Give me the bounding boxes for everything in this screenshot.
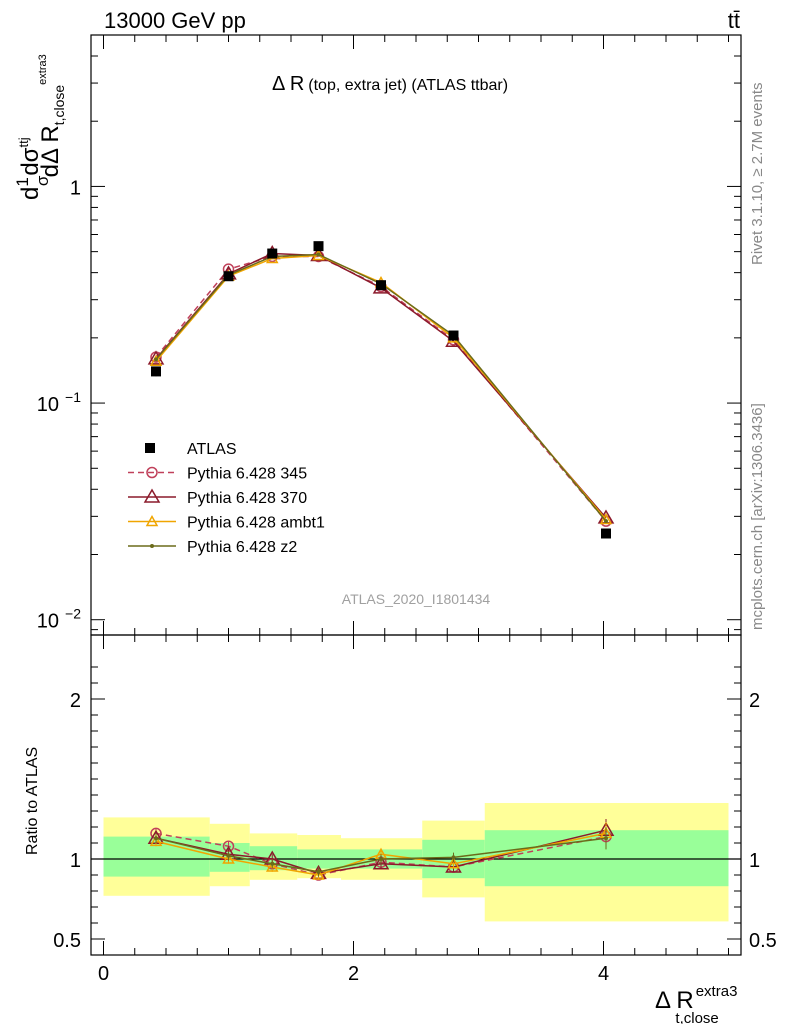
main-ytick-exp-2: −2 <box>65 606 81 622</box>
y-label-frac-den: σ <box>33 175 52 186</box>
y-label-d: d <box>17 187 44 200</box>
main-point-3-6 <box>604 519 608 524</box>
y-label-bottom-sub: t,close <box>51 85 67 126</box>
ratio-point-3-0 <box>154 836 158 841</box>
y-label-bottom: dΔ R <box>37 125 64 177</box>
main-panel-content <box>147 241 615 539</box>
ratio-point-3-1 <box>226 853 231 858</box>
ratio-axis-label: Ratio to ATLAS <box>24 747 41 855</box>
title-detail: (top, extra jet) (ATLAS ttbar) <box>308 77 508 94</box>
y-label-top: dσ <box>17 147 44 175</box>
ratio-panel-content <box>147 819 615 881</box>
main-ytick-label-1: 10 <box>37 394 59 416</box>
legend-label-3: Pythia 6.428 ambt1 <box>187 515 325 532</box>
legend: ATLAS Pythia 6.428 345 Pythia 6.428 370 Pyt… <box>128 441 325 556</box>
analysis-watermark: ATLAS_2020_I1801434 <box>342 591 491 607</box>
legend-marker-4 <box>150 544 154 548</box>
ratio-point-3-4 <box>379 857 383 861</box>
title-main: Δ R <box>272 73 304 95</box>
xtick-label-0: 0 <box>98 963 109 985</box>
legend-label-0: ATLAS <box>187 441 237 458</box>
ratio-point-3-3 <box>316 869 321 874</box>
data-point-1 <box>223 271 234 282</box>
ratio-point-2-3 <box>312 868 325 880</box>
data-point-2 <box>267 248 278 259</box>
xtick-label-1: 2 <box>348 963 359 985</box>
ratio-point-2-1 <box>222 852 235 864</box>
ratio-point-3-5 <box>451 855 456 860</box>
mcplots-label: mcplots.cern.ch [arXiv:1306.3436] <box>749 403 766 630</box>
y-label-bottom-sup: extra3 <box>37 54 49 85</box>
ratio-ytick-label-left-1: 1 <box>70 850 81 872</box>
legend-marker-2 <box>143 488 161 503</box>
legend-label-1: Pythia 6.428 345 <box>187 466 307 483</box>
main-point-3-0 <box>154 357 158 362</box>
main-ytick-exp-1: −1 <box>65 389 81 405</box>
legend-marker-3 <box>145 514 159 527</box>
xtick-label-2: 4 <box>598 963 609 985</box>
x-label-main: Δ R <box>655 987 694 1014</box>
x-label-sub: t,close <box>675 1010 718 1024</box>
legend-marker-1 <box>146 466 158 479</box>
header-right: tt̄ <box>728 8 740 33</box>
ratio-point-3-2 <box>270 861 275 866</box>
ratio-ytick-label-right-0: 0.5 <box>749 930 777 952</box>
ratio-bands <box>91 803 741 922</box>
legend-marker-0 <box>145 443 155 453</box>
ratio-point-3-6 <box>604 836 608 841</box>
ratio-point-2-0 <box>149 834 163 847</box>
legend-label-4: Pythia 6.428 z2 <box>187 539 297 556</box>
y-axis-label: d1σdσttj dΔ Rt,closeextra3 <box>13 54 67 200</box>
ratio-ytick-label-left-0: 0.5 <box>53 930 81 952</box>
legend-label-2: Pythia 6.428 370 <box>187 490 307 507</box>
ratio-point-2-5 <box>447 857 460 869</box>
data-point-5 <box>448 330 459 341</box>
ratio-ytick-label-left-2: 2 <box>70 690 81 712</box>
rivet-label: Rivet 3.1.10, ≥ 2.7M events <box>749 83 766 266</box>
main-point-0-6 <box>600 515 612 527</box>
ratio-ytick-label-right-1: 1 <box>749 850 760 872</box>
ratio-point-2-2 <box>265 860 279 872</box>
chart-title: Δ R (top, extra jet) (ATLAS ttbar) <box>272 73 508 95</box>
axes: 1 10 −1 10 −2 0.5 0.5 1 1 2 2 0 2 4 <box>37 34 777 985</box>
header-left: 13000 GeV pp <box>104 8 246 33</box>
y-label-top-sup: ttj <box>16 137 31 147</box>
data-point-4 <box>376 280 386 291</box>
y-label-frac-num: 1 <box>13 177 32 186</box>
ratio-point-1-4 <box>372 855 390 870</box>
data-point-0 <box>151 366 161 377</box>
data-point-6 <box>601 528 611 539</box>
main-point-2-0 <box>149 354 163 366</box>
main-ytick-label-0: 1 <box>70 177 81 199</box>
main-point-3-3 <box>316 252 321 257</box>
main-ytick-label-2: 10 <box>37 611 59 633</box>
x-label-sup: extra3 <box>696 983 738 1000</box>
data-point-3 <box>313 241 324 252</box>
ratio-ytick-label-right-2: 2 <box>749 690 760 712</box>
